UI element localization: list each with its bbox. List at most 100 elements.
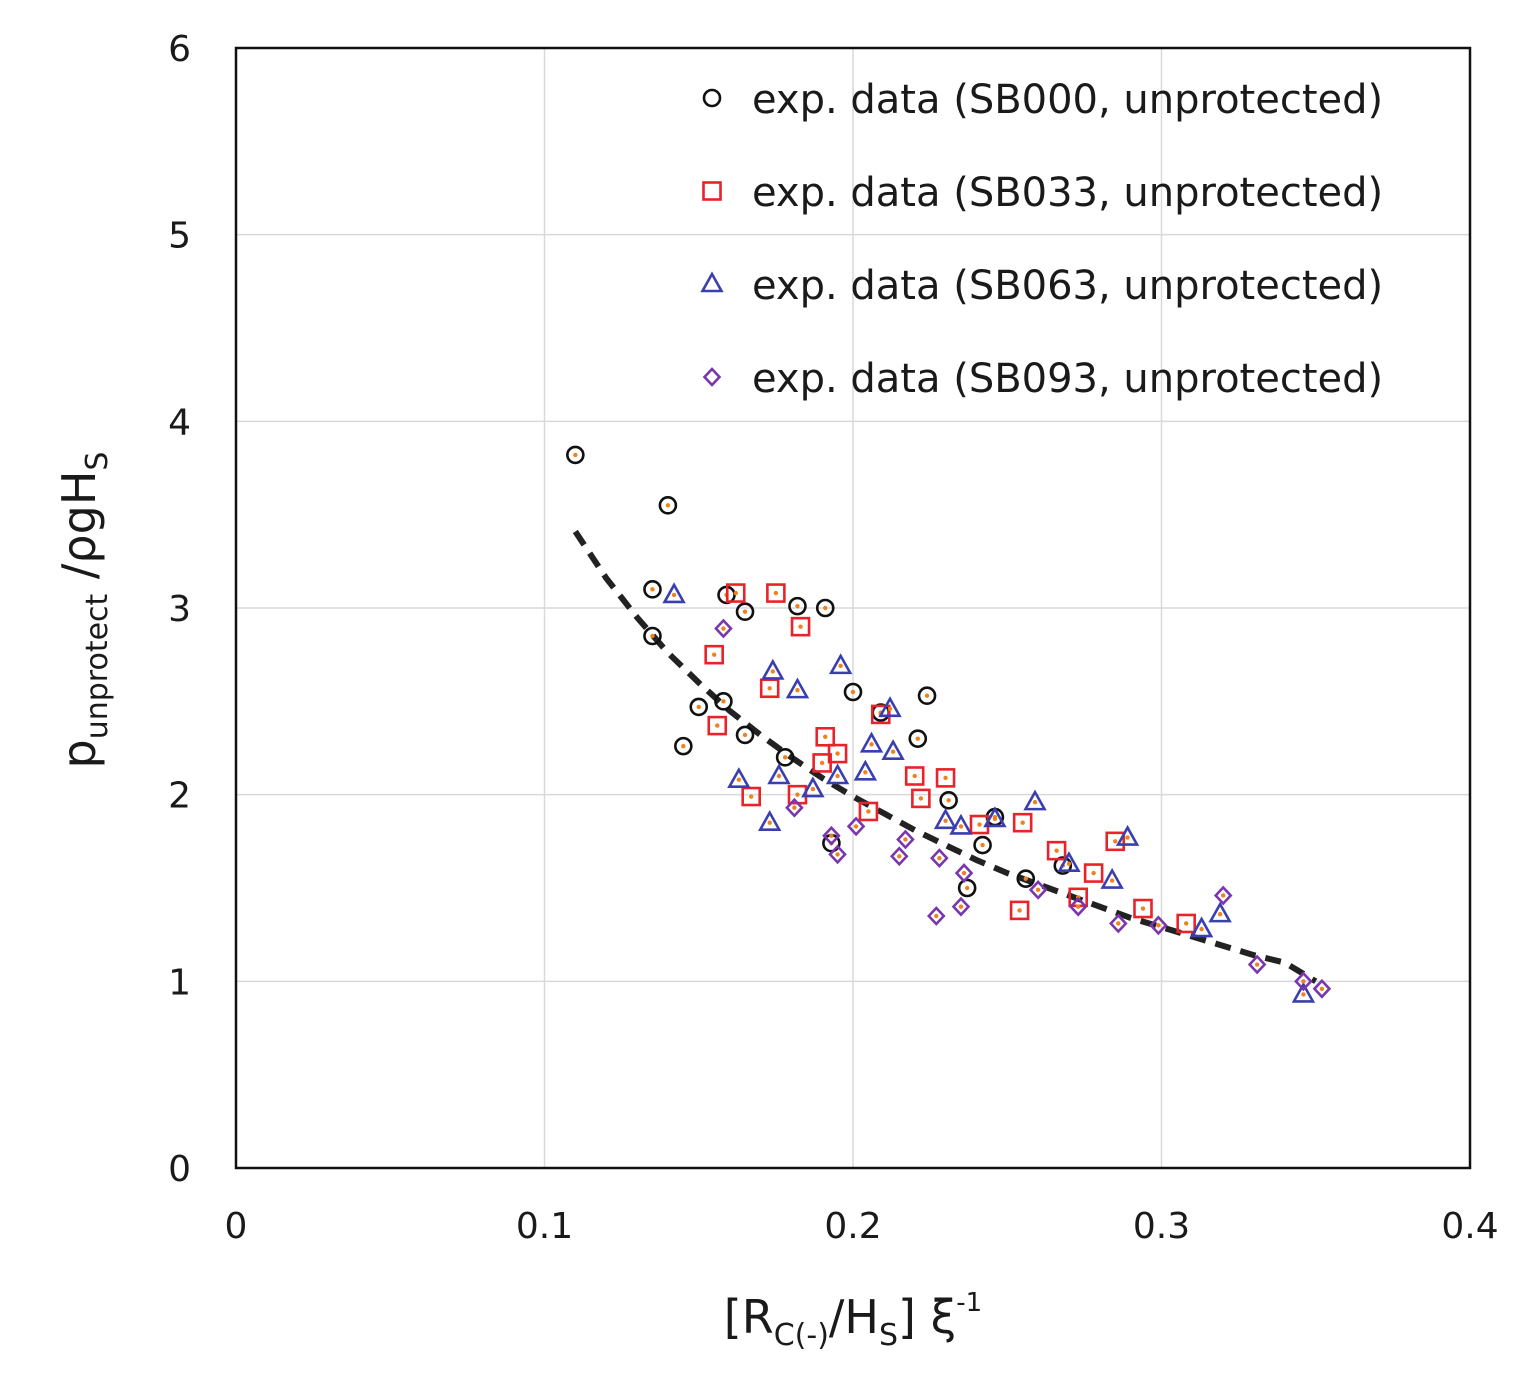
- data-point-circle: [643, 580, 662, 599]
- data-point-circle: [735, 725, 755, 745]
- data-point-square: [704, 644, 724, 665]
- data-point-square: [766, 583, 786, 603]
- data-point-diamond: [714, 618, 733, 639]
- data-point-triangle: [1208, 901, 1232, 923]
- data-point-diamond: [930, 848, 949, 869]
- y-tick-label: 0: [168, 1149, 191, 1190]
- data-point-triangle: [828, 653, 853, 675]
- data-point-circle: [917, 686, 937, 706]
- x-tick-label: 0.3: [1133, 1206, 1190, 1247]
- data-point-diamond: [896, 829, 915, 850]
- series-square: [704, 583, 1196, 934]
- data-point-circle: [939, 790, 958, 810]
- data-point-circle: [843, 682, 863, 702]
- x-tick-label: 0: [225, 1206, 248, 1247]
- data-point-diamond: [1109, 913, 1128, 934]
- data-point-square: [969, 814, 990, 835]
- data-point-triangle: [767, 763, 791, 785]
- data-point-circle: [973, 835, 992, 855]
- data-point-square: [1046, 840, 1067, 861]
- data-point-square: [1105, 831, 1126, 852]
- data-point-circle: [689, 697, 709, 717]
- data-point-circle: [643, 626, 662, 646]
- data-point-diamond: [1068, 896, 1088, 917]
- data-point-diamond: [828, 844, 847, 865]
- data-point-square: [858, 801, 879, 822]
- legend-label: exp. data (SB033, unprotected): [752, 170, 1383, 216]
- data-point-square: [935, 768, 956, 788]
- data-point-triangle: [1100, 867, 1124, 889]
- data-point-square: [911, 788, 931, 809]
- data-point-triangle: [933, 808, 958, 830]
- fit-curve: [572, 529, 1318, 984]
- data-point-triangle: [859, 731, 884, 753]
- data-point-diamond: [951, 896, 971, 917]
- data-point-circle: [735, 602, 755, 622]
- data-point-triangle: [825, 763, 850, 785]
- grid: [235, 47, 1471, 1169]
- y-tick-label: 6: [168, 29, 191, 70]
- y-axis-ticks: 0 1 2 3 4 5 6: [168, 29, 191, 1190]
- data-point-diamond: [1312, 978, 1332, 999]
- data-point-square: [741, 786, 761, 807]
- legend: exp. data (SB000, unprotected) exp. data …: [700, 77, 1383, 402]
- data-point-triangle: [1291, 981, 1316, 1003]
- series-triangle: [662, 582, 1316, 1003]
- data-point-diamond: [1247, 954, 1267, 975]
- data-point-diamond: [1149, 915, 1168, 936]
- data-point-triangle: [1189, 916, 1214, 938]
- x-tick-label: 0.4: [1441, 1206, 1498, 1247]
- data-points: [566, 445, 1332, 1003]
- x-tick-label: 0.1: [516, 1206, 573, 1247]
- plot-frame: [234, 46, 1472, 1170]
- legend-marker-diamond: [702, 367, 722, 387]
- legend-marker-square: [702, 181, 722, 201]
- series-diamond: [714, 618, 1332, 999]
- fit-curve-group: [572, 529, 1318, 984]
- data-point-circle: [815, 598, 835, 618]
- data-point-triangle: [878, 696, 902, 718]
- legend-label: exp. data (SB063, unprotected): [752, 263, 1383, 309]
- x-tick-label: 0.2: [824, 1206, 881, 1247]
- legend-marker-triangle: [700, 271, 724, 293]
- data-point-triangle: [853, 759, 878, 781]
- x-axis-ticks: 0 0.1 0.2 0.3 0.4: [225, 1206, 1499, 1247]
- data-point-diamond: [889, 846, 909, 867]
- data-point-circle: [908, 729, 928, 748]
- data-point-circle: [775, 748, 795, 767]
- data-point-diamond: [822, 825, 841, 846]
- data-point-triangle: [785, 677, 810, 699]
- data-point-triangle: [761, 658, 785, 680]
- data-point-square: [815, 726, 836, 747]
- y-axis-title: punprotect /ρgHS: [52, 452, 115, 769]
- data-point-triangle: [949, 813, 973, 835]
- data-point-triangle: [983, 806, 1007, 828]
- y-tick-label: 3: [168, 589, 191, 630]
- y-tick-label: 1: [168, 962, 191, 1003]
- data-point-triangle: [757, 810, 782, 831]
- legend-label: exp. data (SB093, unprotected): [752, 356, 1383, 402]
- data-point-square: [707, 715, 728, 736]
- data-point-diamond: [846, 816, 866, 837]
- data-point-diamond: [1028, 879, 1048, 900]
- data-point-circle: [674, 736, 693, 756]
- data-point-square: [790, 616, 811, 637]
- data-point-diamond: [927, 906, 946, 926]
- data-point-square: [904, 766, 925, 786]
- data-point-square: [725, 583, 746, 603]
- data-point-triangle: [881, 739, 905, 761]
- y-tick-label: 4: [168, 402, 191, 443]
- data-point-triangle: [801, 776, 825, 798]
- data-point-square: [1133, 898, 1153, 919]
- legend-marker-circle: [702, 88, 722, 108]
- x-axis-title: [RC(-)/HS] ξ-1: [724, 1288, 982, 1353]
- data-point-circle: [957, 878, 977, 898]
- data-point-square: [759, 678, 780, 699]
- data-point-diamond: [1213, 885, 1233, 906]
- data-point-diamond: [785, 797, 804, 818]
- data-point-triangle: [1115, 824, 1140, 846]
- data-point-square: [812, 753, 832, 773]
- data-point-diamond: [954, 863, 974, 883]
- data-point-circle: [1016, 869, 1036, 888]
